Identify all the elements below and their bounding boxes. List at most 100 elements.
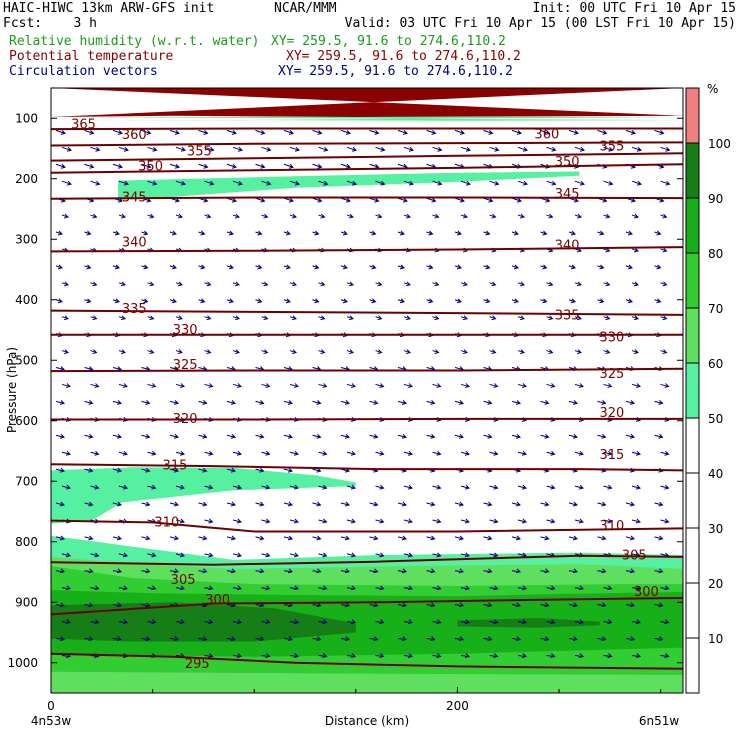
vector-arrow-525	[603, 518, 613, 524]
vector-arrow-232	[397, 298, 405, 304]
colorbar-tick-label-10: 10	[708, 632, 723, 646]
vector-arrow-260	[574, 315, 582, 321]
vector-arrow-344	[460, 383, 470, 388]
vector-arrow-347	[546, 383, 556, 388]
vector-arrow-249	[261, 315, 269, 321]
vector-arrow-486	[112, 501, 122, 507]
vector-arrow-466	[175, 484, 185, 490]
vector-arrow-411	[483, 433, 493, 439]
x-tick-label-0: 0	[47, 699, 55, 713]
vector-arrow-79	[432, 180, 443, 186]
vector-arrow-244	[118, 315, 126, 321]
vector-arrow-189	[426, 264, 434, 270]
x-axis: 0 200	[47, 687, 662, 713]
vector-arrow-614	[631, 585, 641, 591]
vector-arrow-46	[112, 163, 123, 169]
field3-name: Circulation vectors	[9, 64, 158, 79]
vector-arrow-580	[283, 568, 293, 574]
vector-arrow-410	[454, 433, 464, 439]
vector-arrow-477	[489, 484, 499, 490]
vector-arrow-416	[625, 433, 635, 439]
vector-arrow-55	[369, 163, 380, 169]
vector-arrow-358	[226, 400, 236, 405]
vector-arrow-240	[625, 298, 633, 304]
vector-arrow-476	[460, 484, 470, 490]
vector-arrow-225	[198, 298, 206, 304]
vector-arrow-299	[432, 349, 440, 355]
vector-arrow-361	[312, 400, 322, 405]
vector-arrow-692	[346, 653, 356, 658]
vector-arrow-562	[403, 552, 413, 558]
vector-arrow-261	[603, 315, 611, 321]
vector-arrow-16	[511, 129, 522, 135]
vector-arrow-591	[597, 568, 607, 574]
vector-arrow-463	[90, 484, 100, 490]
vector-arrow-500	[511, 501, 521, 507]
vector-arrow-243	[90, 315, 98, 321]
y-tick-label-800: 800	[15, 535, 38, 549]
vector-arrow-262	[631, 315, 639, 321]
vector-arrow-604	[346, 585, 356, 591]
vector-arrow-431	[432, 450, 442, 456]
vector-arrow-611	[546, 585, 556, 591]
vector-arrow-549	[654, 535, 664, 541]
vector-arrow-699	[546, 653, 556, 658]
theta-contour-350	[50, 163, 684, 174]
vector-arrow-123	[432, 213, 440, 219]
vector-arrow-9	[312, 129, 323, 135]
vector-arrow-356	[169, 400, 179, 405]
vector-arrow-212	[460, 281, 468, 287]
theta-label-295: 295	[185, 657, 210, 672]
vector-arrow-465	[147, 484, 157, 490]
vector-arrow-100	[397, 197, 408, 203]
vector-arrow-150	[568, 230, 576, 236]
vector-arrow-66	[61, 180, 72, 186]
vector-arrow-188	[397, 264, 405, 270]
vector-arrow-578	[226, 568, 236, 574]
vector-arrow-122	[403, 213, 411, 219]
vector-arrow-656	[574, 619, 584, 625]
vector-arrow-443	[141, 467, 151, 473]
colorbar-tick-label-70: 70	[708, 302, 723, 316]
vector-arrow-589	[540, 568, 550, 574]
vector-arrow-474	[403, 484, 413, 490]
theta-contour-315	[50, 463, 684, 472]
vector-arrow-619	[141, 602, 151, 608]
vector-arrow-618	[112, 602, 122, 608]
vector-arrow-514	[289, 518, 299, 524]
vector-arrow-593	[654, 568, 664, 574]
theta-contour-310	[50, 519, 684, 533]
vector-arrow-141	[312, 230, 320, 236]
vector-arrow-241	[654, 298, 662, 304]
vector-arrow-442	[112, 467, 122, 473]
vector-arrow-555	[204, 552, 214, 558]
field1-xy: XY= 259.5, 91.6 to 274.6,110.2	[271, 34, 506, 49]
vector-arrow-595	[90, 585, 100, 591]
vector-arrow-633	[540, 602, 550, 608]
vector-arrow-360	[283, 400, 293, 405]
vector-arrow-230	[340, 298, 348, 304]
y-tick-label-500: 500	[15, 353, 38, 367]
vector-arrow-10	[340, 129, 351, 135]
vector-arrow-26	[175, 146, 186, 152]
vector-arrow-615	[660, 585, 670, 591]
vector-arrow-558	[289, 552, 299, 558]
vector-arrow-96	[283, 197, 294, 203]
y-tick-label-400: 400	[15, 293, 38, 307]
vector-arrow-697	[489, 653, 499, 658]
theta-label-right-310: 310	[599, 519, 624, 534]
vector-arrow-333	[147, 383, 157, 388]
vector-arrow-487	[141, 501, 151, 507]
vector-arrow-134	[112, 230, 120, 236]
theta-contour-355	[50, 152, 684, 162]
vector-arrow-357	[198, 400, 208, 405]
vector-arrow-488	[169, 501, 179, 507]
vector-arrow-481	[603, 484, 613, 490]
vector-arrow-349	[603, 383, 613, 388]
vector-arrow-515	[318, 518, 328, 524]
vector-arrow-398	[112, 433, 122, 439]
vector-arrow-660	[55, 636, 65, 642]
theta-contour-360	[50, 141, 684, 147]
vector-arrow-550	[61, 552, 71, 558]
theta-contour-365	[50, 127, 683, 131]
